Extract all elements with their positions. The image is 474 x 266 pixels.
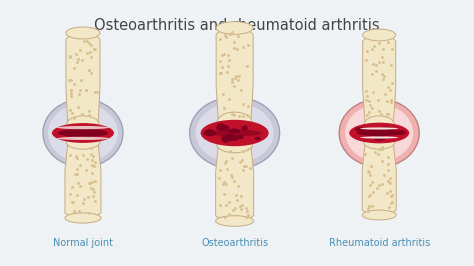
Ellipse shape xyxy=(203,131,217,136)
Ellipse shape xyxy=(222,136,230,143)
Ellipse shape xyxy=(371,128,383,133)
Ellipse shape xyxy=(225,137,238,141)
Ellipse shape xyxy=(43,99,123,167)
Ellipse shape xyxy=(349,123,409,143)
Polygon shape xyxy=(363,35,396,124)
Ellipse shape xyxy=(66,27,100,39)
Polygon shape xyxy=(216,28,253,122)
Ellipse shape xyxy=(364,116,394,132)
Ellipse shape xyxy=(364,135,395,149)
Ellipse shape xyxy=(216,22,253,34)
Ellipse shape xyxy=(65,213,101,223)
Ellipse shape xyxy=(373,136,385,141)
Ellipse shape xyxy=(221,135,228,142)
Ellipse shape xyxy=(52,123,114,143)
Ellipse shape xyxy=(207,130,262,136)
Ellipse shape xyxy=(58,129,108,137)
Ellipse shape xyxy=(48,104,118,162)
Ellipse shape xyxy=(196,103,273,163)
Ellipse shape xyxy=(381,127,393,132)
Ellipse shape xyxy=(236,135,244,139)
Ellipse shape xyxy=(57,137,109,140)
Ellipse shape xyxy=(217,135,253,153)
Ellipse shape xyxy=(216,124,229,131)
Polygon shape xyxy=(362,142,396,215)
Ellipse shape xyxy=(228,128,240,134)
Ellipse shape xyxy=(363,131,375,135)
Polygon shape xyxy=(216,144,254,221)
Text: Rheumatoid arthritis: Rheumatoid arthritis xyxy=(328,238,430,248)
Ellipse shape xyxy=(66,135,100,149)
Ellipse shape xyxy=(339,99,419,167)
Ellipse shape xyxy=(345,105,413,161)
Ellipse shape xyxy=(363,29,396,41)
Ellipse shape xyxy=(394,130,406,135)
Ellipse shape xyxy=(201,120,269,146)
Ellipse shape xyxy=(355,127,366,132)
Ellipse shape xyxy=(218,112,252,132)
Polygon shape xyxy=(65,142,101,218)
Text: Normal joint: Normal joint xyxy=(53,238,113,248)
Ellipse shape xyxy=(360,127,398,130)
Text: Osteoarthritis: Osteoarthritis xyxy=(201,238,268,248)
Ellipse shape xyxy=(216,216,254,226)
Ellipse shape xyxy=(217,123,225,130)
Ellipse shape xyxy=(67,116,99,132)
Ellipse shape xyxy=(190,97,280,169)
Ellipse shape xyxy=(57,126,109,129)
Ellipse shape xyxy=(255,136,261,140)
Ellipse shape xyxy=(357,130,401,136)
Ellipse shape xyxy=(360,136,398,139)
Polygon shape xyxy=(66,33,100,124)
Ellipse shape xyxy=(204,129,215,136)
Ellipse shape xyxy=(362,210,396,220)
Text: Osteoarthritis and rheumatoid arthritis: Osteoarthritis and rheumatoid arthritis xyxy=(94,18,380,33)
Ellipse shape xyxy=(225,134,236,139)
Ellipse shape xyxy=(242,126,248,131)
